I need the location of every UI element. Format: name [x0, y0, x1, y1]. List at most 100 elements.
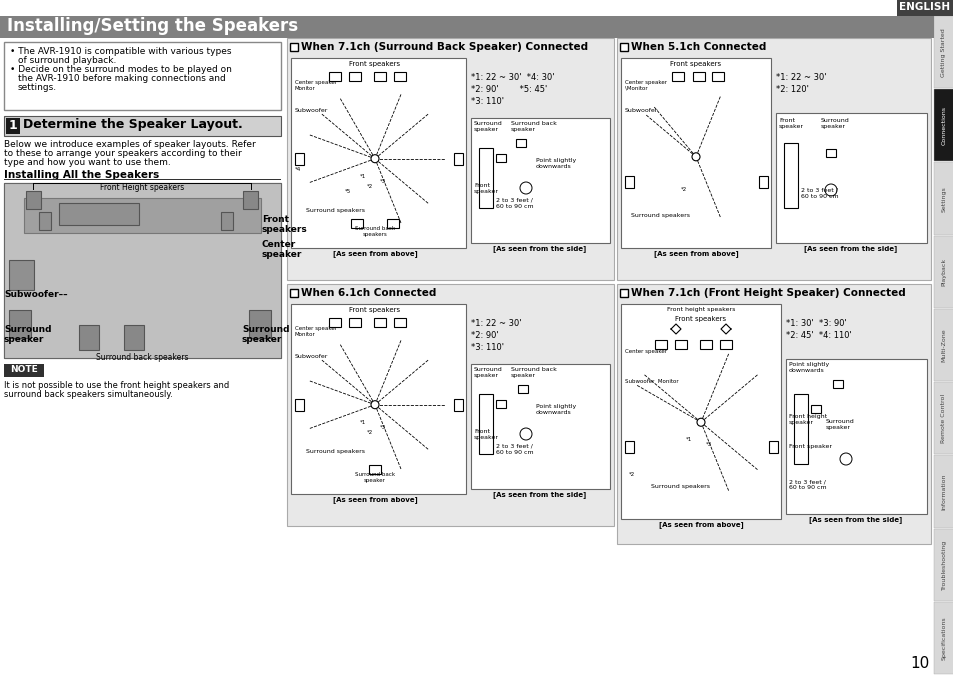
Bar — [394, 72, 406, 81]
Circle shape — [691, 153, 700, 161]
Bar — [243, 191, 257, 209]
Text: *5: *5 — [345, 189, 351, 194]
Bar — [124, 325, 144, 350]
Text: settings.: settings. — [18, 83, 57, 92]
Bar — [619, 289, 627, 297]
Text: 2 to 3 feet /
60 to 90 cm: 2 to 3 feet / 60 to 90 cm — [788, 479, 825, 490]
Bar — [287, 284, 614, 526]
Bar — [933, 236, 953, 308]
Bar — [4, 183, 281, 358]
Text: Surround speakers: Surround speakers — [630, 213, 689, 218]
Text: Subwoofer––: Subwoofer–– — [4, 290, 68, 299]
Text: Center speaker
Monitor: Center speaker Monitor — [294, 80, 336, 91]
Bar — [624, 441, 634, 453]
Bar — [624, 176, 634, 188]
Text: Surround
speaker: Surround speaker — [474, 121, 502, 132]
Text: Front
speakers: Front speakers — [262, 215, 308, 234]
Text: *2: *2 — [628, 472, 635, 477]
Bar — [810, 405, 821, 413]
Bar — [671, 72, 683, 81]
Bar — [4, 42, 281, 110]
Bar — [933, 602, 953, 674]
Text: [As seen from the side]: [As seen from the side] — [493, 491, 586, 498]
Bar — [454, 153, 462, 165]
Text: Front
speaker: Front speaker — [779, 118, 803, 129]
Bar — [4, 116, 281, 136]
Bar — [785, 359, 926, 514]
Text: Center speaker: Center speaker — [624, 349, 666, 354]
Text: Front speakers: Front speakers — [670, 61, 720, 67]
Text: Surround
speaker: Surround speaker — [825, 419, 854, 430]
Text: *2: 45'  *4: 110': *2: 45' *4: 110' — [785, 331, 851, 340]
Bar — [933, 529, 953, 601]
Bar — [329, 72, 340, 81]
Text: of surround playback.: of surround playback. — [18, 56, 116, 65]
Text: *1: *1 — [685, 437, 691, 442]
Bar — [516, 139, 525, 147]
Text: *3: *3 — [705, 442, 711, 448]
Text: Subwoofer: Subwoofer — [294, 108, 328, 113]
Text: [As seen from above]: [As seen from above] — [653, 250, 738, 257]
Bar — [933, 163, 953, 235]
Text: *2: 90'        *5: 45': *2: 90' *5: 45' — [471, 85, 547, 94]
Circle shape — [371, 401, 378, 408]
Text: Surround back speakers: Surround back speakers — [95, 353, 188, 362]
Text: When 7.1ch (Front Height Speaker) Connected: When 7.1ch (Front Height Speaker) Connec… — [630, 288, 904, 298]
Text: [As seen from the side]: [As seen from the side] — [808, 516, 902, 523]
Bar — [374, 318, 386, 327]
Bar — [617, 38, 930, 280]
Text: *1: 22 ~ 30': *1: 22 ~ 30' — [775, 73, 825, 82]
Text: *1: *1 — [359, 173, 366, 179]
Bar — [374, 72, 386, 81]
Text: Installing/Setting the Speakers: Installing/Setting the Speakers — [7, 17, 297, 35]
Bar — [775, 113, 926, 243]
Text: Front
speaker: Front speaker — [474, 429, 498, 440]
Bar — [478, 148, 493, 208]
Text: Subwoofer  Monitor: Subwoofer Monitor — [624, 379, 678, 384]
Bar — [59, 203, 139, 225]
Text: the AVR-1910 before making connections and: the AVR-1910 before making connections a… — [18, 74, 226, 83]
Text: Surround speakers: Surround speakers — [306, 449, 365, 454]
Text: Surround
speaker: Surround speaker — [474, 367, 502, 378]
Text: Surround
speaker: Surround speaker — [242, 325, 289, 344]
Bar — [692, 72, 704, 81]
Circle shape — [824, 184, 836, 196]
Text: [As seen from above]: [As seen from above] — [658, 521, 742, 528]
Bar — [896, 0, 953, 16]
Bar — [290, 289, 297, 297]
Bar — [287, 38, 614, 280]
Text: Determine the Speaker Layout.: Determine the Speaker Layout. — [23, 118, 242, 131]
Bar — [700, 340, 711, 349]
Text: Surround speakers: Surround speakers — [306, 208, 365, 213]
Text: Surround back
speaker: Surround back speaker — [511, 121, 557, 132]
Bar — [291, 58, 465, 248]
Text: Front speakers: Front speakers — [675, 316, 726, 322]
Bar — [6, 118, 20, 134]
Text: 1: 1 — [9, 119, 17, 132]
Text: *3: *3 — [379, 179, 386, 184]
Bar — [620, 58, 770, 248]
Text: Playback: Playback — [941, 259, 945, 286]
Text: Center speaker
\Monitor: Center speaker \Monitor — [624, 80, 666, 91]
Circle shape — [840, 453, 851, 465]
Bar — [454, 399, 462, 410]
Bar — [79, 325, 99, 350]
Bar — [619, 43, 627, 51]
Bar — [387, 219, 398, 228]
Bar — [783, 143, 797, 208]
Text: *4: *4 — [294, 167, 301, 171]
Text: Front height
speaker: Front height speaker — [788, 414, 826, 425]
Circle shape — [519, 428, 532, 440]
Bar — [249, 310, 271, 338]
Text: Surround back
speaker: Surround back speaker — [355, 472, 395, 483]
Bar — [832, 380, 842, 388]
Bar — [24, 198, 261, 233]
Text: Front height speakers: Front height speakers — [666, 307, 735, 312]
Text: *2: *2 — [367, 184, 373, 189]
Text: *1: *1 — [359, 420, 366, 425]
Text: type and how you want to use them.: type and how you want to use them. — [4, 158, 171, 167]
Text: • Decide on the surround modes to be played on: • Decide on the surround modes to be pla… — [10, 65, 232, 74]
Text: Getting Started: Getting Started — [941, 28, 945, 77]
Bar — [221, 212, 233, 230]
Text: Front speaker: Front speaker — [788, 444, 831, 449]
